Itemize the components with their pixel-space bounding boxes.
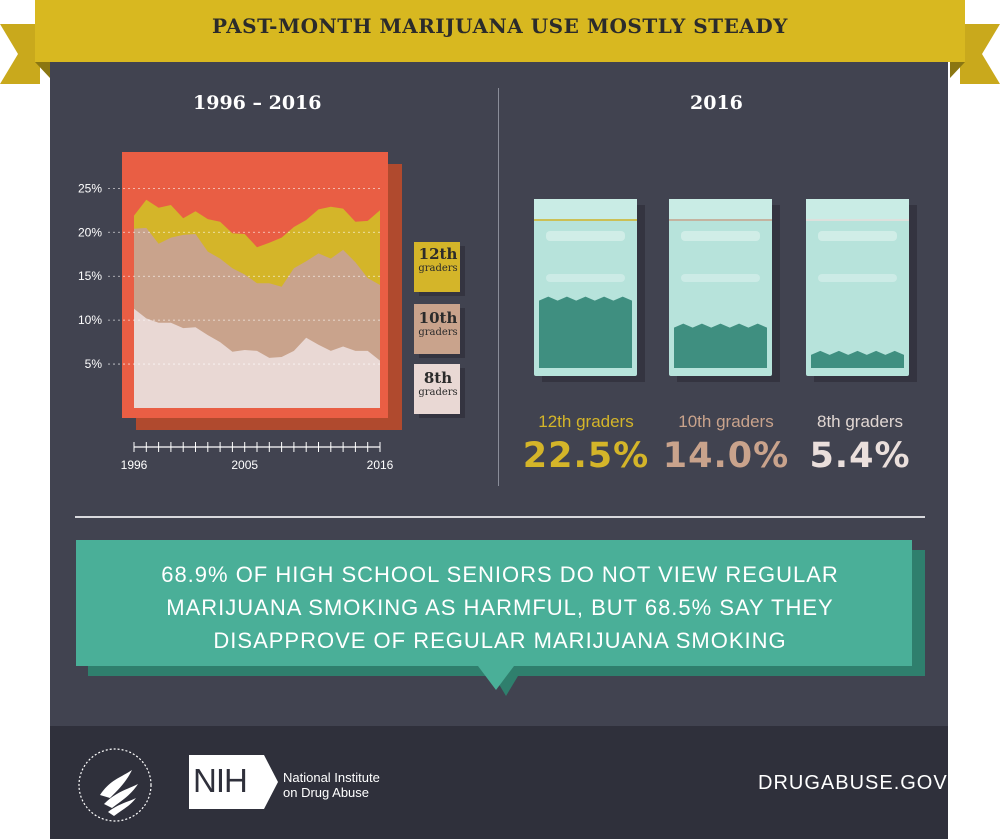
y-tick-label: 10% [78, 313, 102, 327]
hhs-seal-icon [78, 748, 152, 822]
legend-12th: 12th graders [416, 246, 460, 275]
callout-box [76, 540, 925, 696]
y-tick-label: 5% [85, 357, 103, 371]
grade-label-10th: 10th graders [678, 412, 774, 431]
legend-8th-sub: graders [418, 387, 458, 398]
legend-8th: 8th graders [416, 370, 460, 399]
content-divider [75, 516, 925, 518]
bag-shine [546, 231, 625, 241]
bag-shine [818, 274, 897, 282]
bag-contents [674, 323, 767, 368]
bag-shine [681, 231, 760, 241]
nida-line-1: National Institute [283, 770, 380, 785]
title-ribbon [0, 0, 1000, 84]
ribbon-tail-left [0, 24, 40, 84]
callout-body [76, 540, 912, 690]
callout-line-2: MARIJUANA SMOKING AS HARMFUL, BUT 68.5% … [166, 595, 834, 620]
y-tick-label: 25% [78, 181, 102, 195]
banner-title: PAST-MONTH MARIJUANA USE MOSTLY STEADY [212, 14, 788, 38]
legend-10th: 10th graders [416, 310, 460, 339]
grade-label-12th: 12th graders [538, 412, 634, 431]
legend-swatch [414, 364, 460, 414]
grade-pct-10th: 14.0% [662, 436, 790, 476]
legend-12th-label: 12th [418, 245, 458, 263]
y-tick-label: 15% [78, 269, 102, 283]
legend-12th-sub: graders [418, 263, 458, 274]
website-link[interactable]: DRUGABUSE.GOV [758, 772, 948, 794]
legend-10th-sub: graders [418, 327, 458, 338]
bag-shine [681, 274, 760, 282]
snapshot-section-title: 2016 [690, 92, 743, 114]
ribbon-band [35, 0, 965, 62]
grade-pct-8th: 5.4% [809, 436, 911, 476]
ribbon-fold-left [35, 62, 50, 78]
bag-seal [669, 199, 772, 219]
nida-name: National Institute on Drug Abuse [283, 770, 380, 800]
legend-10th-label: 10th [418, 309, 458, 327]
bag-contents [539, 296, 632, 368]
grade-label-8th: 8th graders [817, 412, 903, 431]
legend-swatch [414, 242, 460, 292]
bag-shine [546, 274, 625, 282]
trend-section-title: 1996 – 2016 [193, 92, 322, 114]
bag-contents [811, 350, 904, 368]
ribbon-tail-right [960, 24, 1000, 84]
section-divider [498, 88, 499, 486]
ribbon-fold-right [950, 62, 965, 78]
callout-line-3: DISAPPROVE OF REGULAR MARIJUANA SMOKING [213, 628, 787, 653]
callout-line-1: 68.9% OF HIGH SCHOOL SENIORS DO NOT VIEW… [161, 562, 839, 587]
nih-logo [189, 755, 263, 809]
legend-swatch [414, 304, 460, 354]
x-tick-label: 2016 [367, 458, 394, 472]
x-tick-label: 1996 [121, 458, 148, 472]
y-tick-label: 20% [78, 225, 102, 239]
legend-8th-label: 8th [423, 369, 453, 387]
bag-shine [818, 231, 897, 241]
bag-seal [534, 199, 637, 219]
area-8th-graders [134, 308, 380, 408]
nih-logo-text: NIH [193, 762, 248, 799]
grade-pct-12th: 22.5% [522, 436, 650, 476]
x-tick-label: 2005 [231, 458, 258, 472]
bag-body [806, 199, 909, 376]
nida-line-2: on Drug Abuse [283, 785, 370, 800]
callout-text: 68.9% OF HIGH SCHOOL SENIORS DO NOT VIEW… [100, 558, 900, 657]
nih-logo-arrow-icon [262, 755, 278, 809]
bag-seal [806, 199, 909, 219]
